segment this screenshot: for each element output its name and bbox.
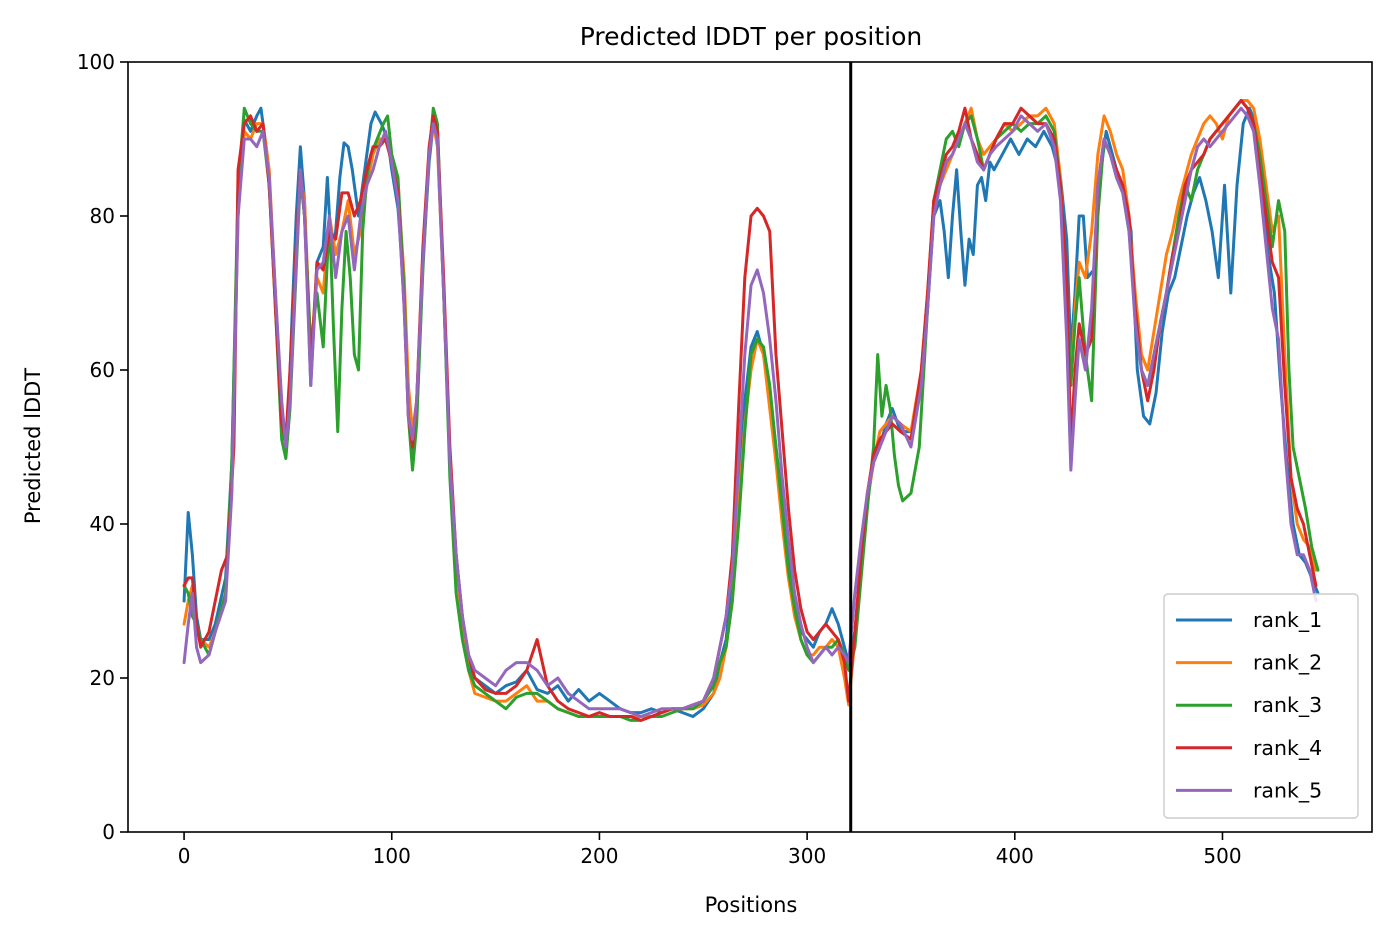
x-tick-label: 100: [373, 844, 411, 868]
y-axis-label: Predicted lDDT: [21, 368, 45, 524]
y-tick-label: 0: [102, 820, 115, 844]
legend: rank_1 rank_2 rank_3 rank_4 rank_5: [1163, 593, 1359, 819]
y-tick-label: 40: [90, 512, 115, 536]
y-tick-label: 100: [77, 50, 115, 74]
plot-area: 0 100 200 300 400 500 0 20 40 60 80 100: [77, 50, 1373, 868]
x-tick-label: 200: [580, 844, 618, 868]
y-tick-label: 20: [90, 666, 115, 690]
series-line-rank-5: [182, 106, 1318, 718]
x-tick-label: 0: [178, 844, 191, 868]
x-tick-label: 400: [996, 844, 1034, 868]
x-tick-label: 300: [788, 844, 826, 868]
legend-label-rank-5: rank_5: [1253, 778, 1322, 803]
legend-box: [1163, 593, 1359, 819]
legend-label-rank-1: rank_1: [1253, 608, 1322, 633]
x-axis-label: Positions: [705, 893, 798, 917]
y-tick-label: 60: [90, 358, 115, 382]
plot-frame: [127, 61, 1373, 833]
legend-label-rank-4: rank_4: [1253, 736, 1322, 761]
series-line-rank-2: [182, 99, 1318, 718]
chart-title: Predicted lDDT per position: [580, 22, 922, 51]
legend-label-rank-2: rank_2: [1253, 651, 1322, 676]
legend-label-rank-3: rank_3: [1253, 693, 1322, 718]
series-group: [182, 99, 1320, 722]
y-tick-label: 80: [90, 204, 115, 228]
x-tick-label: 500: [1203, 844, 1241, 868]
